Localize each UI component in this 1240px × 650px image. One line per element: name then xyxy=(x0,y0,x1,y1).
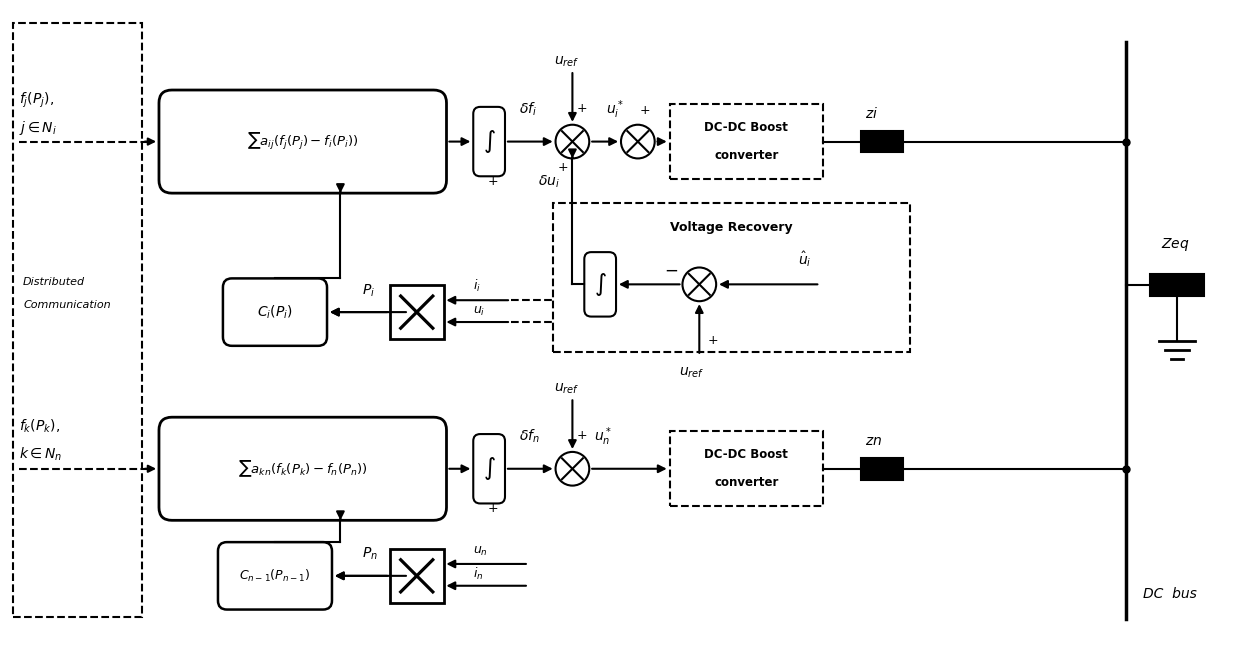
Text: $\delta f_i$: $\delta f_i$ xyxy=(518,101,537,118)
FancyBboxPatch shape xyxy=(223,278,327,346)
Text: $i_n$: $i_n$ xyxy=(474,566,484,582)
Text: $\delta f_n$: $\delta f_n$ xyxy=(518,428,539,445)
Text: DC  bus: DC bus xyxy=(1143,587,1198,601)
Text: $\sum a_{kn}(f_k(P_k)-f_n(P_n))$: $\sum a_{kn}(f_k(P_k)-f_n(P_n))$ xyxy=(238,458,367,479)
Text: $C_{n-1}(P_{n-1})$: $C_{n-1}(P_{n-1})$ xyxy=(239,568,311,584)
Bar xyxy=(670,104,823,179)
Text: $\int$: $\int$ xyxy=(482,455,496,482)
Text: $u_{ref}$: $u_{ref}$ xyxy=(678,365,704,380)
FancyBboxPatch shape xyxy=(218,542,332,610)
Text: $u_{ref}$: $u_{ref}$ xyxy=(554,382,579,396)
Text: $k \in N_n$: $k \in N_n$ xyxy=(19,446,62,463)
Text: $u_i$: $u_i$ xyxy=(474,305,486,318)
Text: $i_i$: $i_i$ xyxy=(474,278,481,294)
Bar xyxy=(391,549,444,603)
Bar xyxy=(670,431,823,506)
Bar xyxy=(553,203,909,352)
Text: $P_i$: $P_i$ xyxy=(362,282,376,298)
Text: +: + xyxy=(487,502,497,515)
Text: +: + xyxy=(487,176,497,188)
Text: DC-DC Boost: DC-DC Boost xyxy=(704,121,789,134)
Bar xyxy=(391,285,444,339)
Text: $u_i^*$: $u_i^*$ xyxy=(606,98,624,121)
Text: converter: converter xyxy=(714,149,779,162)
Text: Distributed: Distributed xyxy=(24,278,86,287)
Text: $f_j(P_j),$: $f_j(P_j),$ xyxy=(19,91,55,111)
Text: +: + xyxy=(640,104,651,117)
Text: converter: converter xyxy=(714,476,779,489)
Text: $\sum a_{ij}(f_j(P_j)-f_i(P_i))$: $\sum a_{ij}(f_j(P_j)-f_i(P_i))$ xyxy=(247,131,358,152)
Bar xyxy=(14,23,143,618)
Text: +: + xyxy=(577,102,587,115)
Text: $u_{ref}$: $u_{ref}$ xyxy=(554,54,579,69)
Text: $u_n^*$: $u_n^*$ xyxy=(594,425,613,448)
FancyBboxPatch shape xyxy=(474,107,505,176)
Text: +: + xyxy=(558,161,568,174)
Text: $f_k(P_k),$: $f_k(P_k),$ xyxy=(19,418,61,436)
Text: $j \in N_i$: $j \in N_i$ xyxy=(19,119,57,136)
Text: $\hat{u}_i$: $\hat{u}_i$ xyxy=(799,250,812,269)
Bar xyxy=(861,131,903,153)
Text: $u_n$: $u_n$ xyxy=(474,545,489,558)
Bar xyxy=(861,458,903,480)
Text: $C_i(P_i)$: $C_i(P_i)$ xyxy=(257,304,293,321)
Text: $zi$: $zi$ xyxy=(864,106,878,121)
FancyBboxPatch shape xyxy=(584,252,616,317)
Text: +: + xyxy=(577,429,587,442)
FancyBboxPatch shape xyxy=(159,90,446,193)
Text: Voltage Recovery: Voltage Recovery xyxy=(670,221,792,234)
FancyBboxPatch shape xyxy=(474,434,505,504)
Text: DC-DC Boost: DC-DC Boost xyxy=(704,448,789,461)
Text: $\int$: $\int$ xyxy=(482,128,496,155)
Text: $Zeq$: $Zeq$ xyxy=(1161,236,1189,253)
Bar xyxy=(1149,274,1204,296)
Text: Communication: Communication xyxy=(24,300,110,310)
Text: $\delta u_i$: $\delta u_i$ xyxy=(538,173,559,190)
FancyBboxPatch shape xyxy=(159,417,446,520)
Text: $zn$: $zn$ xyxy=(864,434,882,448)
Text: +: + xyxy=(707,334,718,347)
Text: $-$: $-$ xyxy=(665,261,678,278)
Text: $P_n$: $P_n$ xyxy=(362,546,378,562)
Text: $\int$: $\int$ xyxy=(594,271,606,298)
